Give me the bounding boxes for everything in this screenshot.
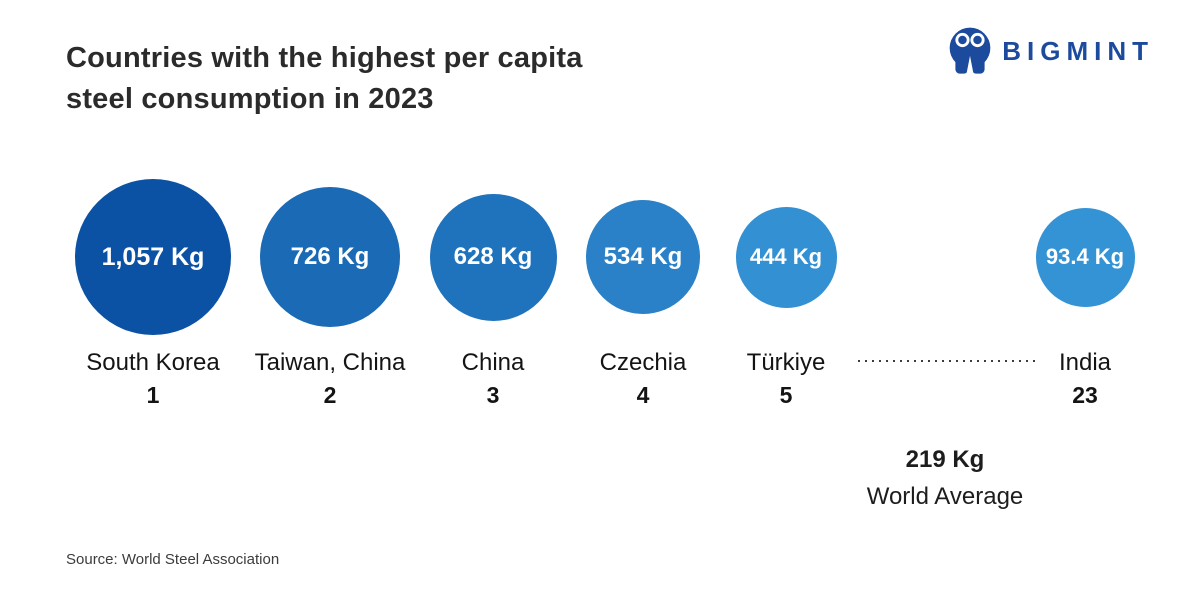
bubble-value: 93.4 Kg — [1045, 244, 1125, 269]
rank-label: 4 — [636, 382, 650, 408]
country-label: Taiwan, China — [254, 349, 406, 376]
rank-label: 5 — [779, 382, 793, 408]
source-note: Source: World Steel Association — [66, 551, 280, 568]
page-title-line1: Countries with the highest per capita — [66, 42, 583, 74]
bubble-value: 726 Kg — [290, 243, 370, 270]
bubble-taiwan-china: 726 Kg — [260, 187, 400, 327]
rank-gap-dotted-line — [858, 360, 1038, 362]
bubble-china: 628 Kg — [429, 193, 557, 321]
rank-label: 23 — [1072, 382, 1098, 408]
country-label: India — [1058, 349, 1112, 376]
bigmint-logo-text: BIGMINT — [1002, 36, 1154, 66]
bubble-value: 628 Kg — [453, 243, 533, 270]
bubble-value: 1,057 Kg — [101, 242, 205, 271]
page-title: Countries with the highest per capita st… — [66, 38, 583, 120]
bigmint-logo: BIGMINT — [947, 26, 1154, 77]
rank-label: 2 — [323, 382, 337, 408]
bigmint-people-icon — [947, 26, 993, 77]
world-average-caption: World Average — [866, 483, 1024, 510]
country-label: South Korea — [86, 349, 220, 376]
bubble-south-korea: 1,057 Kg — [75, 179, 231, 335]
bubble-czechia: 534 Kg — [586, 200, 700, 314]
bubble-value: 444 Kg — [749, 244, 823, 269]
world-average-value: 219 Kg — [905, 446, 985, 473]
bubble-t-rkiye: 444 Kg — [735, 206, 837, 308]
bubble-india: 93.4 Kg — [1035, 207, 1135, 307]
page-title-line2: steel consumption in 2023 — [66, 83, 434, 115]
world-average-annotation: 219 Kg World Average — [845, 446, 1045, 511]
rank-label: 3 — [486, 382, 500, 408]
country-label: Türkiye — [746, 349, 826, 376]
country-label: Czechia — [599, 349, 687, 376]
rank-label: 1 — [146, 382, 160, 408]
bubble-value: 534 Kg — [603, 243, 683, 270]
country-label: China — [461, 349, 525, 376]
